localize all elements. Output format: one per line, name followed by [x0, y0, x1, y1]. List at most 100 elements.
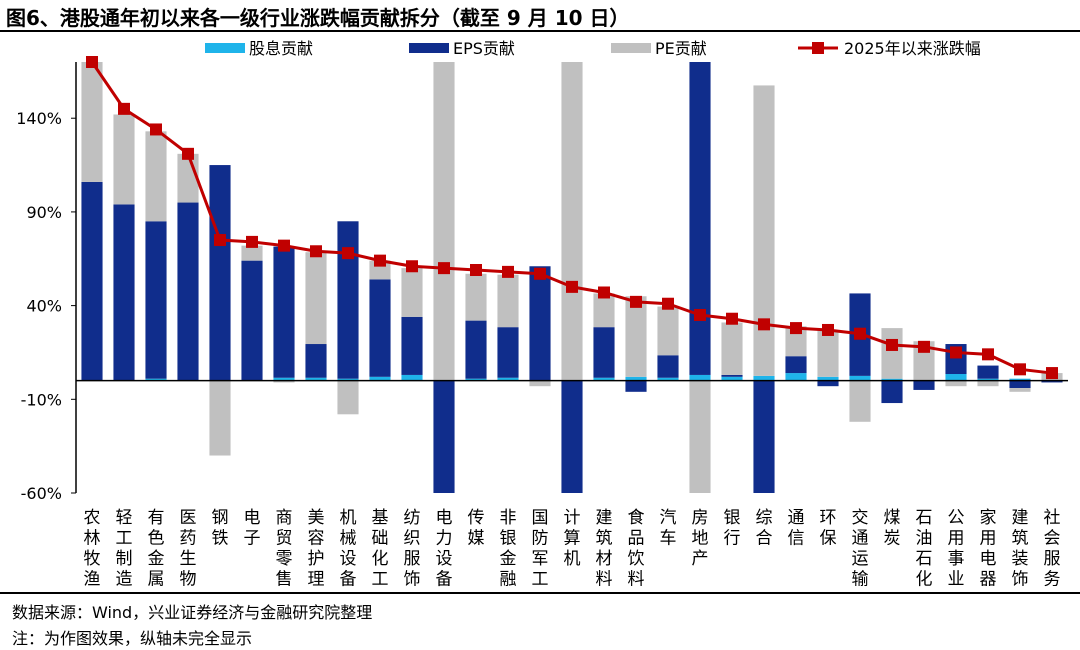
bar-dividend — [337, 378, 359, 381]
bar-pe — [657, 306, 679, 356]
bar-dividend — [273, 377, 295, 381]
x-tick-label: 通信 — [788, 508, 805, 549]
bar-eps — [977, 365, 999, 379]
total-return-marker — [918, 340, 930, 353]
bar-pe — [209, 380, 231, 456]
total-return-marker — [598, 286, 610, 299]
total-return-marker — [438, 262, 450, 275]
x-tick-label: 食品饮料 — [628, 508, 645, 590]
bar-pe — [817, 329, 839, 377]
y-tick-label: 140% — [16, 109, 62, 128]
bar-eps — [913, 380, 935, 390]
x-tick-label: 钢铁 — [212, 508, 229, 549]
bar-eps — [177, 202, 199, 381]
bar-eps — [785, 356, 807, 374]
bar-pe — [177, 153, 199, 203]
total-return-marker — [502, 265, 514, 278]
total-return-marker — [630, 295, 642, 308]
footnote: 注：为作图效果，纵轴未完全显示 — [12, 629, 253, 648]
x-tick-label: 商贸零售 — [276, 508, 293, 590]
bar-eps — [721, 374, 743, 377]
total-return-marker — [950, 346, 962, 359]
bar-eps — [497, 327, 519, 378]
y-tick-label: 40% — [26, 297, 62, 316]
bar-dividend — [465, 378, 487, 381]
total-return-marker — [790, 322, 802, 335]
bar-eps — [273, 246, 295, 378]
bar-eps — [529, 266, 551, 381]
bar-dividend — [657, 377, 679, 381]
total-return-marker — [758, 318, 770, 331]
x-tick-label: 公用事业 — [948, 508, 965, 590]
total-return-marker — [566, 280, 578, 293]
footer-divider — [0, 592, 1080, 594]
x-tick-label: 交通运输 — [852, 508, 869, 590]
x-tick-label: 石油石化 — [916, 508, 933, 590]
x-tick-label: 电力设备 — [436, 508, 453, 590]
bar-pe — [529, 380, 551, 387]
bar-eps — [81, 181, 103, 381]
x-tick-label: 计算机 — [564, 508, 581, 569]
total-return-marker — [1014, 363, 1026, 376]
total-return-marker — [1046, 367, 1058, 380]
y-tick-label: -10% — [21, 390, 62, 409]
bar-eps — [817, 380, 839, 387]
bar-dividend — [497, 377, 519, 381]
figure-title: 图6、港股通年初以来各一级行业涨跌幅贡献拆分（截至 9 月 10 日） — [6, 6, 630, 30]
chart-area: 140% 90% 40% -10% -60% 农林牧渔轻工制造有色金属医药生物钢铁电子商贸… — [16, 39, 1068, 590]
total-return-marker — [118, 102, 130, 115]
bar-dividend — [401, 374, 423, 381]
legend-label: 股息贡献 — [249, 39, 313, 58]
bar-dividend — [593, 377, 615, 381]
total-return-marker — [310, 245, 322, 258]
bar-eps — [145, 221, 167, 379]
bar-dividend — [785, 373, 807, 381]
bar-pe — [465, 273, 487, 321]
bar-dividend — [881, 378, 903, 381]
x-tick-label: 银行 — [724, 508, 741, 549]
bar-pe — [145, 131, 167, 222]
bar-eps — [401, 316, 423, 375]
bar-eps — [657, 355, 679, 378]
bar-dividend — [817, 376, 839, 381]
bar-eps — [1009, 380, 1031, 389]
total-return-marker — [470, 264, 482, 277]
bar-pe — [433, 62, 455, 381]
x-tick-label: 社会服务 — [1044, 508, 1061, 590]
x-tick-label: 农林牧渔 — [84, 508, 101, 590]
bar-dividend — [305, 377, 327, 381]
x-tick-label: 非银金融 — [500, 508, 517, 590]
bar-dividend — [977, 378, 999, 381]
bar-pe — [945, 380, 967, 387]
bar-pe — [689, 380, 711, 493]
bar-eps — [689, 62, 711, 375]
bar-eps — [241, 260, 263, 381]
legend-label: 2025年以来涨跌幅 — [844, 39, 981, 58]
total-return-marker — [214, 234, 226, 247]
bar-eps — [465, 320, 487, 379]
bar-pe — [849, 380, 871, 422]
bar-dividend — [849, 375, 871, 381]
bar-eps — [625, 380, 647, 392]
bar-dividend — [689, 374, 711, 381]
bar-dividend — [721, 376, 743, 381]
source-note: 数据来源：Wind，兴业证券经济与金融研究院整理 — [12, 603, 373, 622]
total-return-marker — [694, 308, 706, 321]
x-tick-label: 美容护理 — [308, 508, 325, 590]
total-return-marker — [982, 348, 994, 361]
x-tick-label: 纺织服饰 — [404, 508, 421, 590]
bar-eps — [593, 327, 615, 378]
x-tick-label: 国防军工 — [532, 508, 549, 590]
total-return-marker — [886, 338, 898, 351]
bar-pe — [401, 268, 423, 317]
bar-eps — [113, 204, 135, 381]
bar-dividend — [945, 374, 967, 381]
bar-dividend — [145, 378, 167, 381]
bar-pe — [721, 322, 743, 375]
x-tick-label: 传媒 — [468, 508, 485, 549]
x-tick-label: 轻工制造 — [116, 508, 133, 590]
x-tick-label: 电子 — [244, 508, 261, 549]
bar-eps — [881, 380, 903, 404]
y-tick-label: 90% — [26, 203, 62, 222]
bar-pe — [273, 380, 295, 383]
